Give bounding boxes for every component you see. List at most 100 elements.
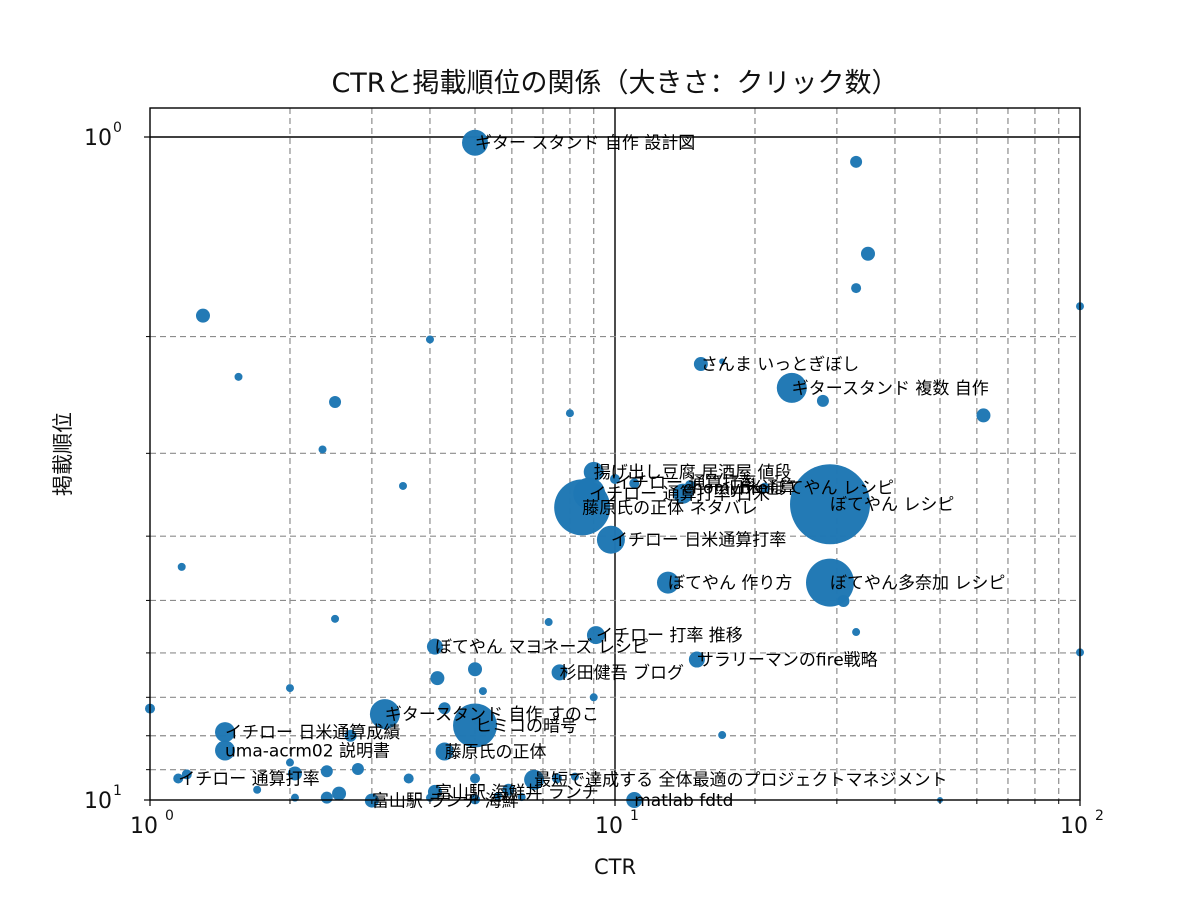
data-point xyxy=(453,703,498,748)
point-label: サラリーマンのfire戦略 xyxy=(697,651,878,671)
y-tick-label: 10 xyxy=(84,789,112,814)
point-label: 揚げ出し豆腐 居酒屋 値段 xyxy=(594,463,792,483)
x-axis-label: CTR xyxy=(594,855,636,879)
data-point xyxy=(462,129,489,156)
data-point xyxy=(234,372,243,381)
point-label: ぼてやん多奈加 レシピ xyxy=(830,574,1005,594)
data-point xyxy=(426,638,443,655)
point-label: ギター スタンド 自作 設計図 xyxy=(475,134,695,154)
point-label: ヒミコの暗号 xyxy=(475,716,577,736)
x-tick-exponent: 2 xyxy=(1095,808,1104,824)
data-point xyxy=(790,464,871,545)
data-point xyxy=(688,651,705,668)
point-label: イチロー 通算打率 xyxy=(615,474,756,494)
data-point xyxy=(344,729,357,742)
data-point xyxy=(435,742,454,761)
x-tick-label: 10 xyxy=(1060,814,1088,839)
data-point xyxy=(332,786,347,801)
data-point xyxy=(589,693,598,702)
data-point xyxy=(215,740,236,761)
data-point xyxy=(478,687,487,696)
data-point xyxy=(551,664,568,681)
point-label: イチロー 通算打率 日米 xyxy=(589,485,770,505)
data-point xyxy=(596,525,625,554)
data-point xyxy=(493,791,502,800)
data-point xyxy=(851,283,862,294)
data-point xyxy=(806,558,855,607)
data-point xyxy=(285,684,294,693)
point-label: イチロー 日米通算成績 xyxy=(225,723,400,743)
data-point xyxy=(320,791,333,804)
data-point xyxy=(253,785,262,794)
data-point xyxy=(318,445,327,454)
data-point xyxy=(287,766,302,781)
data-point xyxy=(517,793,526,802)
point-label: 藤原氏の正体 xyxy=(445,743,547,763)
data-point xyxy=(837,594,850,607)
point-label: イチロー 日米通算打率 xyxy=(611,531,786,551)
point-label: ぼてやん マヨネーズ レシピ xyxy=(435,638,649,658)
data-point xyxy=(565,409,574,418)
point-label: ぼてやん 作り方 xyxy=(668,574,792,594)
point-label: 最短で達成する 全体最適のプロジェクトマネジメント xyxy=(534,771,947,791)
data-point xyxy=(468,662,483,677)
point-label: 杉田健吾 ブログ xyxy=(560,662,684,683)
point-label: 藤原氏の正体 ネタバレ xyxy=(582,498,757,518)
data-point xyxy=(759,482,770,493)
data-point xyxy=(656,571,679,594)
data-point xyxy=(554,479,611,536)
grid xyxy=(150,108,1080,800)
data-point xyxy=(816,394,829,407)
data-point xyxy=(551,773,562,784)
x-tick-exponent: 1 xyxy=(630,808,639,824)
x-tick-exponent: 0 xyxy=(165,808,174,824)
data-point xyxy=(610,474,620,485)
data-point xyxy=(195,308,210,323)
data-point xyxy=(524,769,545,790)
data-point xyxy=(852,628,861,637)
point-label: さんま いっとぎぼし xyxy=(701,355,859,375)
chart-title: CTRと掲載順位の関係（大きさ：クリック数） xyxy=(331,68,898,99)
point-label: ぼてやん レシピ xyxy=(830,495,954,515)
data-point xyxy=(320,765,333,778)
point-label: イチロー 通算打率 xyxy=(178,769,319,789)
y-axis-label: 掲載順位 xyxy=(51,412,75,496)
x-tick-label: 10 xyxy=(595,814,623,839)
data-point xyxy=(860,246,875,261)
data-point xyxy=(719,358,726,365)
ticks: 10 0 10 1 10 210 010 1 xyxy=(84,120,1104,839)
point-label: ギタースタンド 自作 すのこ xyxy=(385,705,599,725)
data-point xyxy=(398,481,407,490)
y-tick-exponent: 0 xyxy=(113,120,122,136)
data-point xyxy=(181,769,192,780)
data-point xyxy=(430,671,445,686)
data-point xyxy=(502,783,515,796)
data-point xyxy=(329,395,342,408)
data-point xyxy=(693,357,708,372)
data-point xyxy=(351,763,364,776)
data-point xyxy=(586,626,605,645)
data-point xyxy=(173,773,184,784)
point-label: 富山駅 ランチ 海鮮 xyxy=(372,792,519,812)
data-point xyxy=(403,773,414,784)
data-point xyxy=(470,773,481,784)
data-point xyxy=(685,480,696,491)
point-label: イチロー 打率 推移 xyxy=(596,626,743,646)
y-tick-label: 10 xyxy=(84,126,112,151)
data-point xyxy=(629,478,640,489)
data-point xyxy=(425,335,434,344)
data-point xyxy=(776,372,807,403)
point-label: ぼてやん レシピ xyxy=(770,479,894,499)
data-point xyxy=(850,155,863,168)
point-label: chomyfire xyxy=(683,479,768,499)
point-label: matlab fdtd xyxy=(634,791,733,811)
data-point xyxy=(331,614,340,623)
x-tick-label: 10 xyxy=(130,814,158,839)
data-point xyxy=(177,562,186,571)
point-label: 富山駅 海鮮丼 ランチ xyxy=(435,783,599,803)
point-label: 日米通算 xyxy=(728,479,796,499)
